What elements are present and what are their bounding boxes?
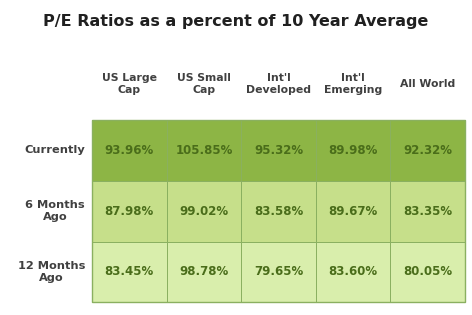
Text: Currently: Currently bbox=[24, 145, 85, 155]
Text: 92.32%: 92.32% bbox=[403, 144, 452, 157]
Text: 95.32%: 95.32% bbox=[254, 144, 303, 157]
Text: 83.45%: 83.45% bbox=[105, 266, 154, 278]
Text: 79.65%: 79.65% bbox=[254, 266, 303, 278]
Text: 83.60%: 83.60% bbox=[329, 266, 378, 278]
Text: 89.98%: 89.98% bbox=[329, 144, 378, 157]
Text: P/E Ratios as a percent of 10 Year Average: P/E Ratios as a percent of 10 Year Avera… bbox=[43, 14, 429, 29]
Text: Int'l
Developed: Int'l Developed bbox=[246, 73, 311, 95]
Text: 89.67%: 89.67% bbox=[329, 204, 378, 218]
Text: All World: All World bbox=[400, 79, 455, 89]
Text: 87.98%: 87.98% bbox=[105, 204, 154, 218]
Text: 105.85%: 105.85% bbox=[175, 144, 233, 157]
Text: US Small
Cap: US Small Cap bbox=[177, 73, 231, 95]
Text: 6 Months
Ago: 6 Months Ago bbox=[25, 200, 85, 222]
Text: 80.05%: 80.05% bbox=[403, 266, 452, 278]
Text: 83.35%: 83.35% bbox=[403, 204, 452, 218]
Text: US Large
Cap: US Large Cap bbox=[102, 73, 157, 95]
Text: 98.78%: 98.78% bbox=[179, 266, 228, 278]
Text: 93.96%: 93.96% bbox=[105, 144, 154, 157]
Text: 99.02%: 99.02% bbox=[179, 204, 228, 218]
Text: Int'l
Emerging: Int'l Emerging bbox=[324, 73, 382, 95]
Text: 12 Months
Ago: 12 Months Ago bbox=[17, 261, 85, 283]
Text: 83.58%: 83.58% bbox=[254, 204, 303, 218]
